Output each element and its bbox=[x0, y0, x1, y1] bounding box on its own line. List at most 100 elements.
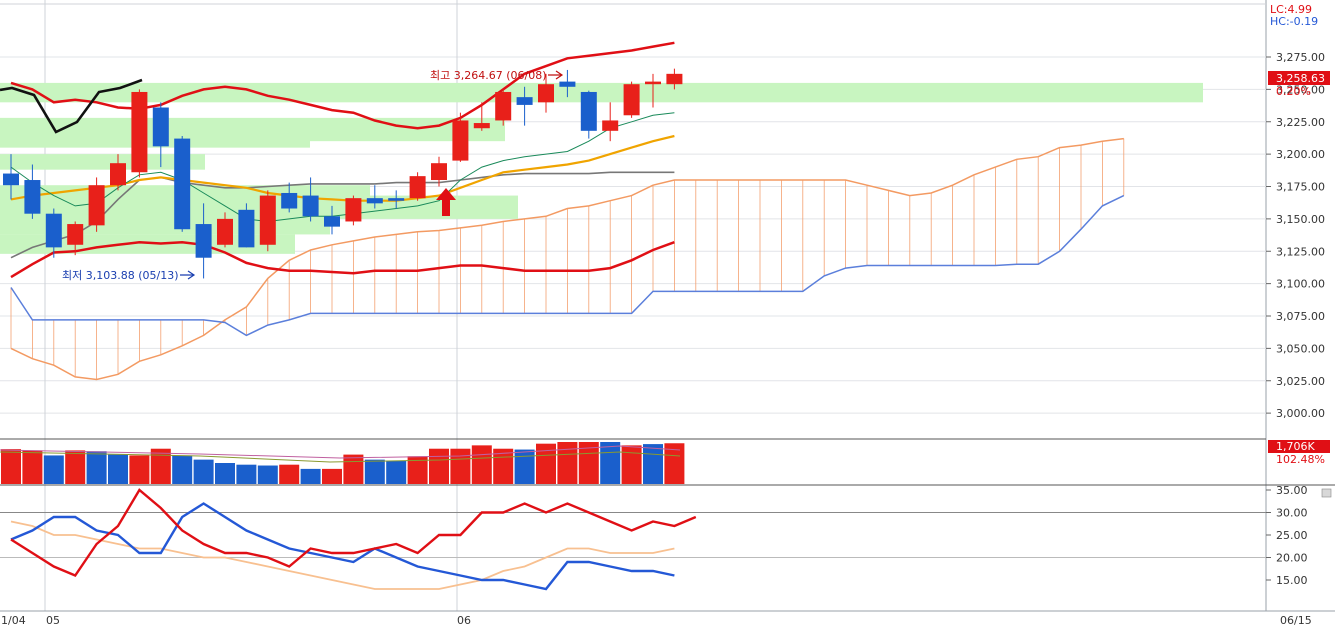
signal-up-arrow bbox=[436, 188, 456, 216]
bollinger-lower bbox=[10, 240, 675, 279]
lc-label: LC:4.99 bbox=[1270, 3, 1312, 16]
ma-short-line bbox=[10, 112, 675, 223]
volume-bar bbox=[150, 448, 171, 484]
volume-ratio: 102.48% bbox=[1276, 453, 1325, 466]
candle-body bbox=[473, 123, 490, 129]
date-axis-area bbox=[0, 611, 1335, 629]
volume-bar bbox=[86, 451, 107, 484]
indicator-lines bbox=[0, 41, 675, 279]
candle-body bbox=[217, 218, 233, 245]
price-change: 0.20% bbox=[1276, 85, 1311, 98]
oscillator-lines bbox=[0, 488, 1266, 591]
volume-ma-line bbox=[0, 451, 681, 463]
candle-body bbox=[388, 198, 405, 201]
annotations: 최고 3,264.67 (06/08) 최저 3,103.88 (05/13) bbox=[62, 69, 564, 282]
candle-body bbox=[24, 180, 41, 214]
candle-body bbox=[559, 81, 576, 87]
volume-bar bbox=[386, 460, 407, 484]
price-axis-ticks: 3,275.00 3,250.00 3,225.00 3,200.00 3,175.00… bbox=[1266, 51, 1325, 420]
span-b-line bbox=[10, 194, 1125, 337]
volume-bar bbox=[600, 442, 621, 484]
osc-peach-line bbox=[10, 520, 675, 590]
candle-body bbox=[645, 81, 661, 85]
candle-body bbox=[345, 198, 362, 222]
volume-ma-line-2 bbox=[0, 445, 681, 459]
pane-toggle-button[interactable] bbox=[1321, 488, 1332, 498]
span-a-line bbox=[10, 137, 1124, 381]
candle-body bbox=[67, 224, 84, 245]
hc-label: HC:-0.19 bbox=[1270, 15, 1318, 28]
candle-body bbox=[45, 213, 62, 248]
candle-body bbox=[324, 216, 340, 227]
volume-bar bbox=[450, 448, 471, 484]
price-tick-label: 3,050.00 bbox=[1276, 342, 1325, 355]
candle-body bbox=[602, 120, 619, 131]
candle-body bbox=[88, 185, 105, 226]
date-label-4: 06/15 bbox=[1280, 614, 1312, 627]
price-tick-label: 3,100.00 bbox=[1276, 278, 1325, 291]
volume-bar bbox=[343, 454, 364, 484]
candlesticks[interactable] bbox=[3, 68, 683, 279]
candle-body bbox=[281, 192, 298, 209]
candle-body bbox=[538, 84, 554, 103]
candle-body bbox=[431, 163, 447, 181]
volume-bar bbox=[643, 444, 663, 484]
current-price: 3,258.63 bbox=[1276, 72, 1325, 85]
volume-current: 1,706K bbox=[1276, 440, 1315, 453]
candle-body bbox=[495, 91, 512, 121]
price-axis-area bbox=[1266, 0, 1335, 629]
price-tick-label: 3,175.00 bbox=[1276, 181, 1325, 194]
candle-body bbox=[238, 209, 255, 248]
price-tick-label: 3,150.00 bbox=[1276, 213, 1325, 226]
volume-badge bbox=[1268, 440, 1330, 453]
price-tick-label: 3,200.00 bbox=[1276, 148, 1325, 161]
osc-tick-label: 25.00 bbox=[1276, 529, 1308, 542]
bollinger-upper bbox=[10, 41, 675, 130]
volume-bar bbox=[65, 450, 86, 484]
price-tick-label: 3,025.00 bbox=[1276, 375, 1325, 388]
price-tick-label: 3,225.00 bbox=[1276, 116, 1325, 129]
osc-red-line bbox=[10, 488, 697, 577]
candle-body bbox=[3, 173, 19, 186]
candle-body bbox=[152, 107, 169, 147]
volume-bar bbox=[664, 443, 685, 484]
volume-bar bbox=[514, 449, 535, 484]
volume-bar bbox=[279, 464, 300, 484]
volume-zone bbox=[0, 154, 205, 170]
volume-bar bbox=[536, 443, 556, 484]
candle-body bbox=[366, 198, 383, 204]
volume-bar bbox=[407, 456, 428, 484]
osc-tick-label: 30.00 bbox=[1276, 507, 1308, 520]
volume-bar bbox=[108, 454, 128, 484]
candle-body bbox=[131, 91, 148, 173]
volume-bar bbox=[236, 464, 257, 484]
osc-tick-label: 35.00 bbox=[1276, 484, 1308, 497]
volume-bar bbox=[43, 455, 64, 484]
volume-zone bbox=[0, 82, 1203, 103]
volume-bar bbox=[578, 442, 599, 484]
price-tick-label: 3,275.00 bbox=[1276, 51, 1325, 64]
candle-body bbox=[110, 163, 126, 186]
candle-body bbox=[174, 138, 191, 230]
volume-bar bbox=[364, 459, 385, 484]
volume-bar bbox=[322, 468, 342, 484]
price-tick-label: 3,000.00 bbox=[1276, 407, 1325, 420]
price-tick-label: 3,250.00 bbox=[1276, 83, 1325, 96]
volume-bar bbox=[215, 463, 235, 484]
date-label-1: 1/04 bbox=[1, 614, 26, 627]
candle-body bbox=[516, 97, 533, 105]
date-label-2: 05 bbox=[46, 614, 60, 627]
ichimoku-cloud bbox=[10, 137, 1125, 381]
volume-bar bbox=[172, 455, 193, 484]
volume-bar bbox=[429, 448, 449, 484]
volume-bar bbox=[22, 450, 43, 484]
volume-bars bbox=[0, 442, 685, 484]
low-arrow bbox=[180, 270, 196, 280]
candle-body bbox=[623, 84, 640, 116]
volume-bar bbox=[193, 459, 214, 484]
candle-body bbox=[302, 195, 319, 217]
candle-body bbox=[666, 73, 683, 85]
price-tick-label: 3,125.00 bbox=[1276, 245, 1325, 258]
